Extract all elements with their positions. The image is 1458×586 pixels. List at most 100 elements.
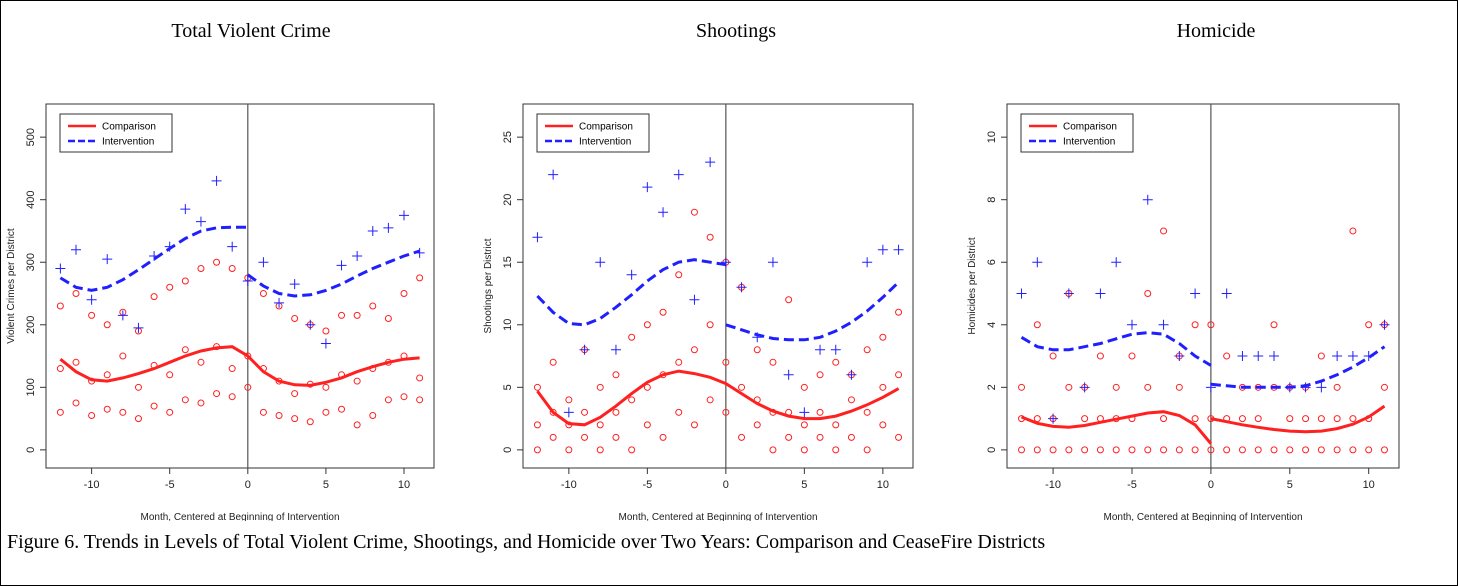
y-tick-label: 6: [986, 259, 998, 265]
comparison-point: [1302, 415, 1310, 423]
comparison-point: [88, 311, 96, 319]
comparison-point: [1270, 446, 1278, 454]
comparison-point: [1049, 352, 1057, 360]
comparison-point: [1112, 383, 1120, 391]
comparison-point: [863, 408, 871, 416]
x-tick-label: -10: [84, 479, 100, 491]
intervention-point: [1237, 351, 1248, 362]
y-tick-label: 200: [25, 316, 37, 334]
x-tick-label: -5: [1127, 479, 1137, 491]
comparison-point: [832, 446, 840, 454]
intervention-point: [399, 210, 410, 221]
comparison-point: [879, 383, 887, 391]
intervention-point: [1269, 351, 1280, 362]
comparison-point: [1317, 352, 1325, 360]
intervention-point: [1205, 382, 1216, 393]
comparison-point: [675, 408, 683, 416]
intervention-point: [383, 222, 394, 233]
comparison-point: [785, 433, 793, 441]
comparison-point: [1128, 352, 1136, 360]
comparison-point: [596, 383, 604, 391]
y-tick-label: 8: [986, 197, 998, 203]
intervention-point: [1063, 288, 1074, 299]
y-tick-label: 0: [986, 447, 998, 453]
comparison-point: [1270, 321, 1278, 329]
legend-label: Intervention: [102, 137, 154, 148]
legend-label: Comparison: [102, 122, 156, 133]
x-tick-label: 5: [801, 479, 807, 491]
comparison-point: [1160, 446, 1168, 454]
comparison-point: [832, 421, 840, 429]
comparison-point: [213, 390, 221, 398]
comparison-point: [1317, 446, 1325, 454]
intervention-point: [102, 254, 113, 265]
fit-line: [536, 369, 900, 427]
comparison-point: [119, 408, 127, 416]
comparison-point: [800, 421, 808, 429]
comparison-point: [1223, 446, 1231, 454]
comparison-point: [197, 358, 205, 366]
x-axis-label: Month, Centered at Beginning of Interven…: [1103, 512, 1302, 521]
comparison-point: [166, 408, 174, 416]
comparison-point: [690, 421, 698, 429]
plot-frame: [1006, 103, 1400, 469]
comparison-point: [338, 405, 346, 413]
comparison-point: [895, 308, 903, 316]
comparison-point: [1144, 383, 1152, 391]
comparison-point: [306, 418, 314, 426]
comparison-point: [150, 402, 158, 410]
y-tick-label: 10: [986, 131, 998, 143]
y-axis-label: Homicides per District: [967, 237, 978, 334]
comparison-point: [1207, 321, 1215, 329]
comparison-point: [416, 396, 424, 404]
comparison-point: [197, 264, 205, 272]
x-tick-label: -10: [1045, 479, 1061, 491]
comparison-point: [72, 358, 80, 366]
fit-line: [59, 345, 420, 387]
comparison-point: [322, 383, 330, 391]
comparison-point: [322, 327, 330, 335]
x-tick-label: -10: [561, 479, 577, 491]
comparison-point: [533, 421, 541, 429]
legend-label: Comparison: [1063, 122, 1117, 133]
comparison-point: [1033, 446, 1041, 454]
comparison-point: [1081, 446, 1089, 454]
intervention-point: [1032, 257, 1043, 268]
fit-line: [536, 258, 900, 342]
intervention-point: [1079, 382, 1090, 393]
comparison-point: [628, 446, 636, 454]
comparison-point: [1049, 446, 1057, 454]
intervention-point: [893, 244, 904, 255]
comparison-point: [879, 333, 887, 341]
legend-label: Comparison: [579, 122, 633, 133]
comparison-point: [847, 433, 855, 441]
comparison-point: [800, 383, 808, 391]
comparison-point: [753, 421, 761, 429]
comparison-point: [228, 365, 236, 373]
comparison-point: [166, 283, 174, 291]
x-tick-label: 10: [877, 479, 889, 491]
intervention-point: [367, 225, 378, 236]
comparison-point: [1081, 415, 1089, 423]
comparison-point: [353, 311, 361, 319]
intervention-point: [117, 310, 128, 321]
comparison-point: [1254, 446, 1262, 454]
x-tick-label: 5: [323, 479, 329, 491]
comparison-point: [706, 396, 714, 404]
comparison-point: [88, 411, 96, 419]
comparison-point: [1365, 446, 1373, 454]
intervention-point: [1111, 257, 1122, 268]
comparison-point: [895, 433, 903, 441]
comparison-point: [769, 358, 777, 366]
comparison-point: [1207, 446, 1215, 454]
intervention-point: [579, 344, 590, 355]
comparison-point: [134, 415, 142, 423]
comparison-point: [1191, 415, 1199, 423]
comparison-point: [291, 390, 299, 398]
comparison-point: [103, 371, 111, 379]
comparison-point: [816, 371, 824, 379]
comparison-point: [369, 302, 377, 310]
comparison-point: [228, 393, 236, 401]
intervention-point: [1332, 351, 1343, 362]
x-tick-label: 0: [1208, 479, 1214, 491]
